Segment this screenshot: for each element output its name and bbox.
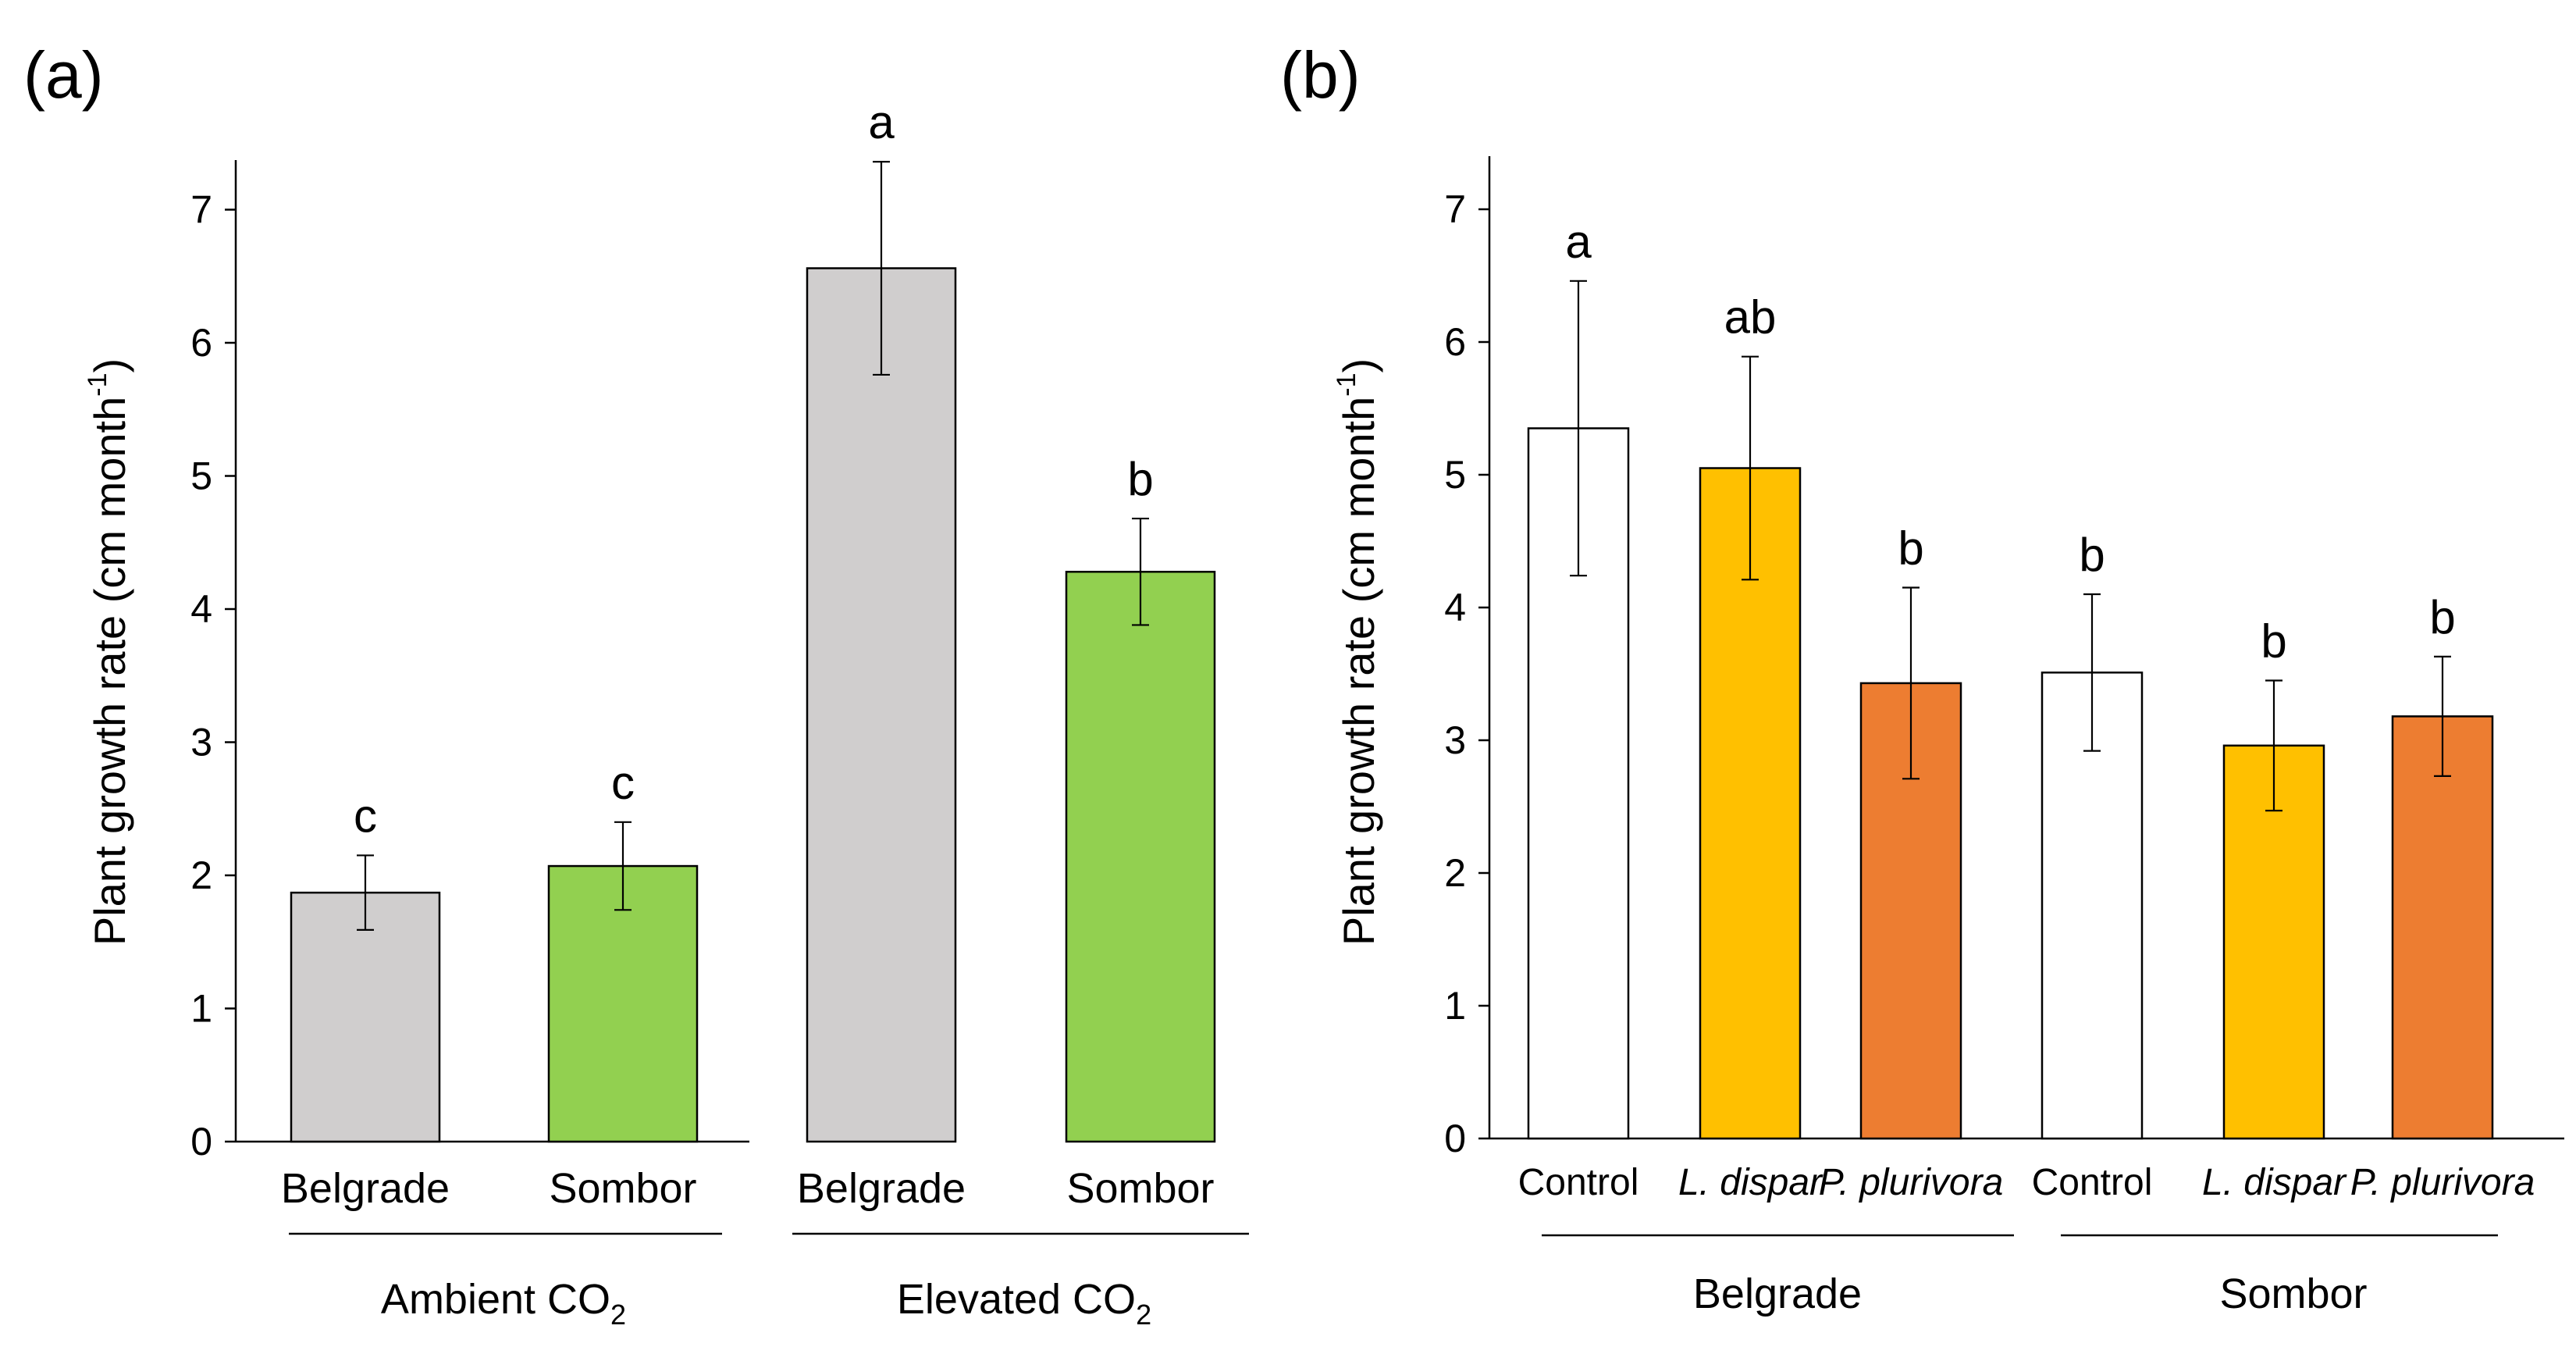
panel-a-marks: 0 1 2 3 4 5 6 7 c Belgrade c Sombor a Belgrade b Sombor	[190, 96, 1249, 1235]
panel-a-category-label-3: Sombor	[1066, 1165, 1214, 1212]
panel-b-label: (b)	[1280, 38, 1361, 112]
panel-b-category-label-3: Control	[2032, 1162, 2153, 1203]
panel-a-significance-label-0: c	[354, 789, 377, 842]
panel-a-category-label-0: Belgrade	[281, 1165, 450, 1212]
panel-a-group-label-elevated: Elevated CO2	[897, 1276, 1151, 1331]
panel-a-significance-label-2: a	[868, 96, 895, 148]
panel-b-marks: 0 1 2 3 4 5 6 7 a Control ab L. dispar b P. plurivora…	[1444, 156, 2564, 1237]
panel-b-y-tick-label-7: 7	[1444, 187, 1466, 231]
panel-b-significance-label-2: b	[1898, 522, 1923, 575]
panel-a-category-label-1: Sombor	[549, 1165, 696, 1212]
panel-a-category-label-2: Belgrade	[797, 1165, 966, 1212]
panel-b-y-tick-label-0: 0	[1444, 1117, 1466, 1160]
panel-b-y-tick-label-1: 1	[1444, 984, 1466, 1028]
panel-b-group-label-belgrade: Belgrade	[1693, 1270, 1862, 1317]
panel-a-y-tick-label-5: 5	[190, 454, 212, 498]
panel-b-y-axis-title: Plant growth rate (cm month-1)	[1332, 358, 1383, 946]
panel-b-significance-label-1: ab	[1724, 291, 1777, 344]
panel-b-group-label-sombor: Sombor	[2219, 1270, 2367, 1317]
panel-b-category-label-5: P. plurivora	[2350, 1162, 2535, 1203]
panel-a-y-tick-label-3: 3	[190, 721, 212, 764]
panel-a-y-tick-label-2: 2	[190, 853, 212, 897]
panel-a-group-label-ambient: Ambient CO2	[381, 1276, 626, 1331]
panel-b-significance-label-0: a	[1565, 216, 1592, 268]
panel-a-bar-1	[547, 864, 699, 1143]
panel-b-bar-5	[2391, 715, 2494, 1140]
panel-b-y-tick-label-2: 2	[1444, 851, 1466, 895]
panel-a-significance-label-3: b	[1127, 453, 1153, 505]
panel-a-y-tick-label-7: 7	[190, 188, 212, 232]
panel-b-y-tick-label-4: 4	[1444, 586, 1466, 629]
panel-b-y-tick-label-6: 6	[1444, 320, 1466, 364]
panel-a-label: (a)	[23, 38, 104, 112]
panel-b-category-label-2: P. plurivora	[1819, 1162, 2004, 1203]
panel-a-y-tick-label-1: 1	[190, 987, 212, 1031]
panel-a-bar-2	[806, 267, 957, 1143]
panel-a-y-axis-title: Plant growth rate (cm month-1)	[83, 358, 134, 946]
panel-a-bar-3	[1065, 571, 1216, 1143]
panel-b-y-tick-label-5: 5	[1444, 453, 1466, 497]
panel-a: (a) Plant growth rate (cm month-1) 0 1 2 3 4…	[23, 38, 1249, 1331]
panel-b-significance-label-3: b	[2079, 529, 2105, 581]
panel-b-category-label-1: L. dispar	[1678, 1162, 1823, 1203]
panel-b-category-label-0: Control	[1518, 1162, 1639, 1203]
panel-a-significance-label-1: c	[611, 757, 635, 809]
panel-b: (b) Plant growth rate (cm month-1) 0 1 2 3 4…	[1280, 38, 2564, 1317]
panel-a-y-tick-label-6: 6	[190, 321, 212, 365]
panel-b-y-tick-label-3: 3	[1444, 718, 1466, 762]
panel-a-y-tick-label-4: 4	[190, 587, 212, 631]
panel-b-significance-label-5: b	[2429, 591, 2455, 643]
panel-a-y-tick-label-0: 0	[190, 1120, 212, 1163]
panel-b-category-label-4: L. dispar	[2202, 1162, 2347, 1203]
panel-b-significance-label-4: b	[2261, 615, 2286, 668]
